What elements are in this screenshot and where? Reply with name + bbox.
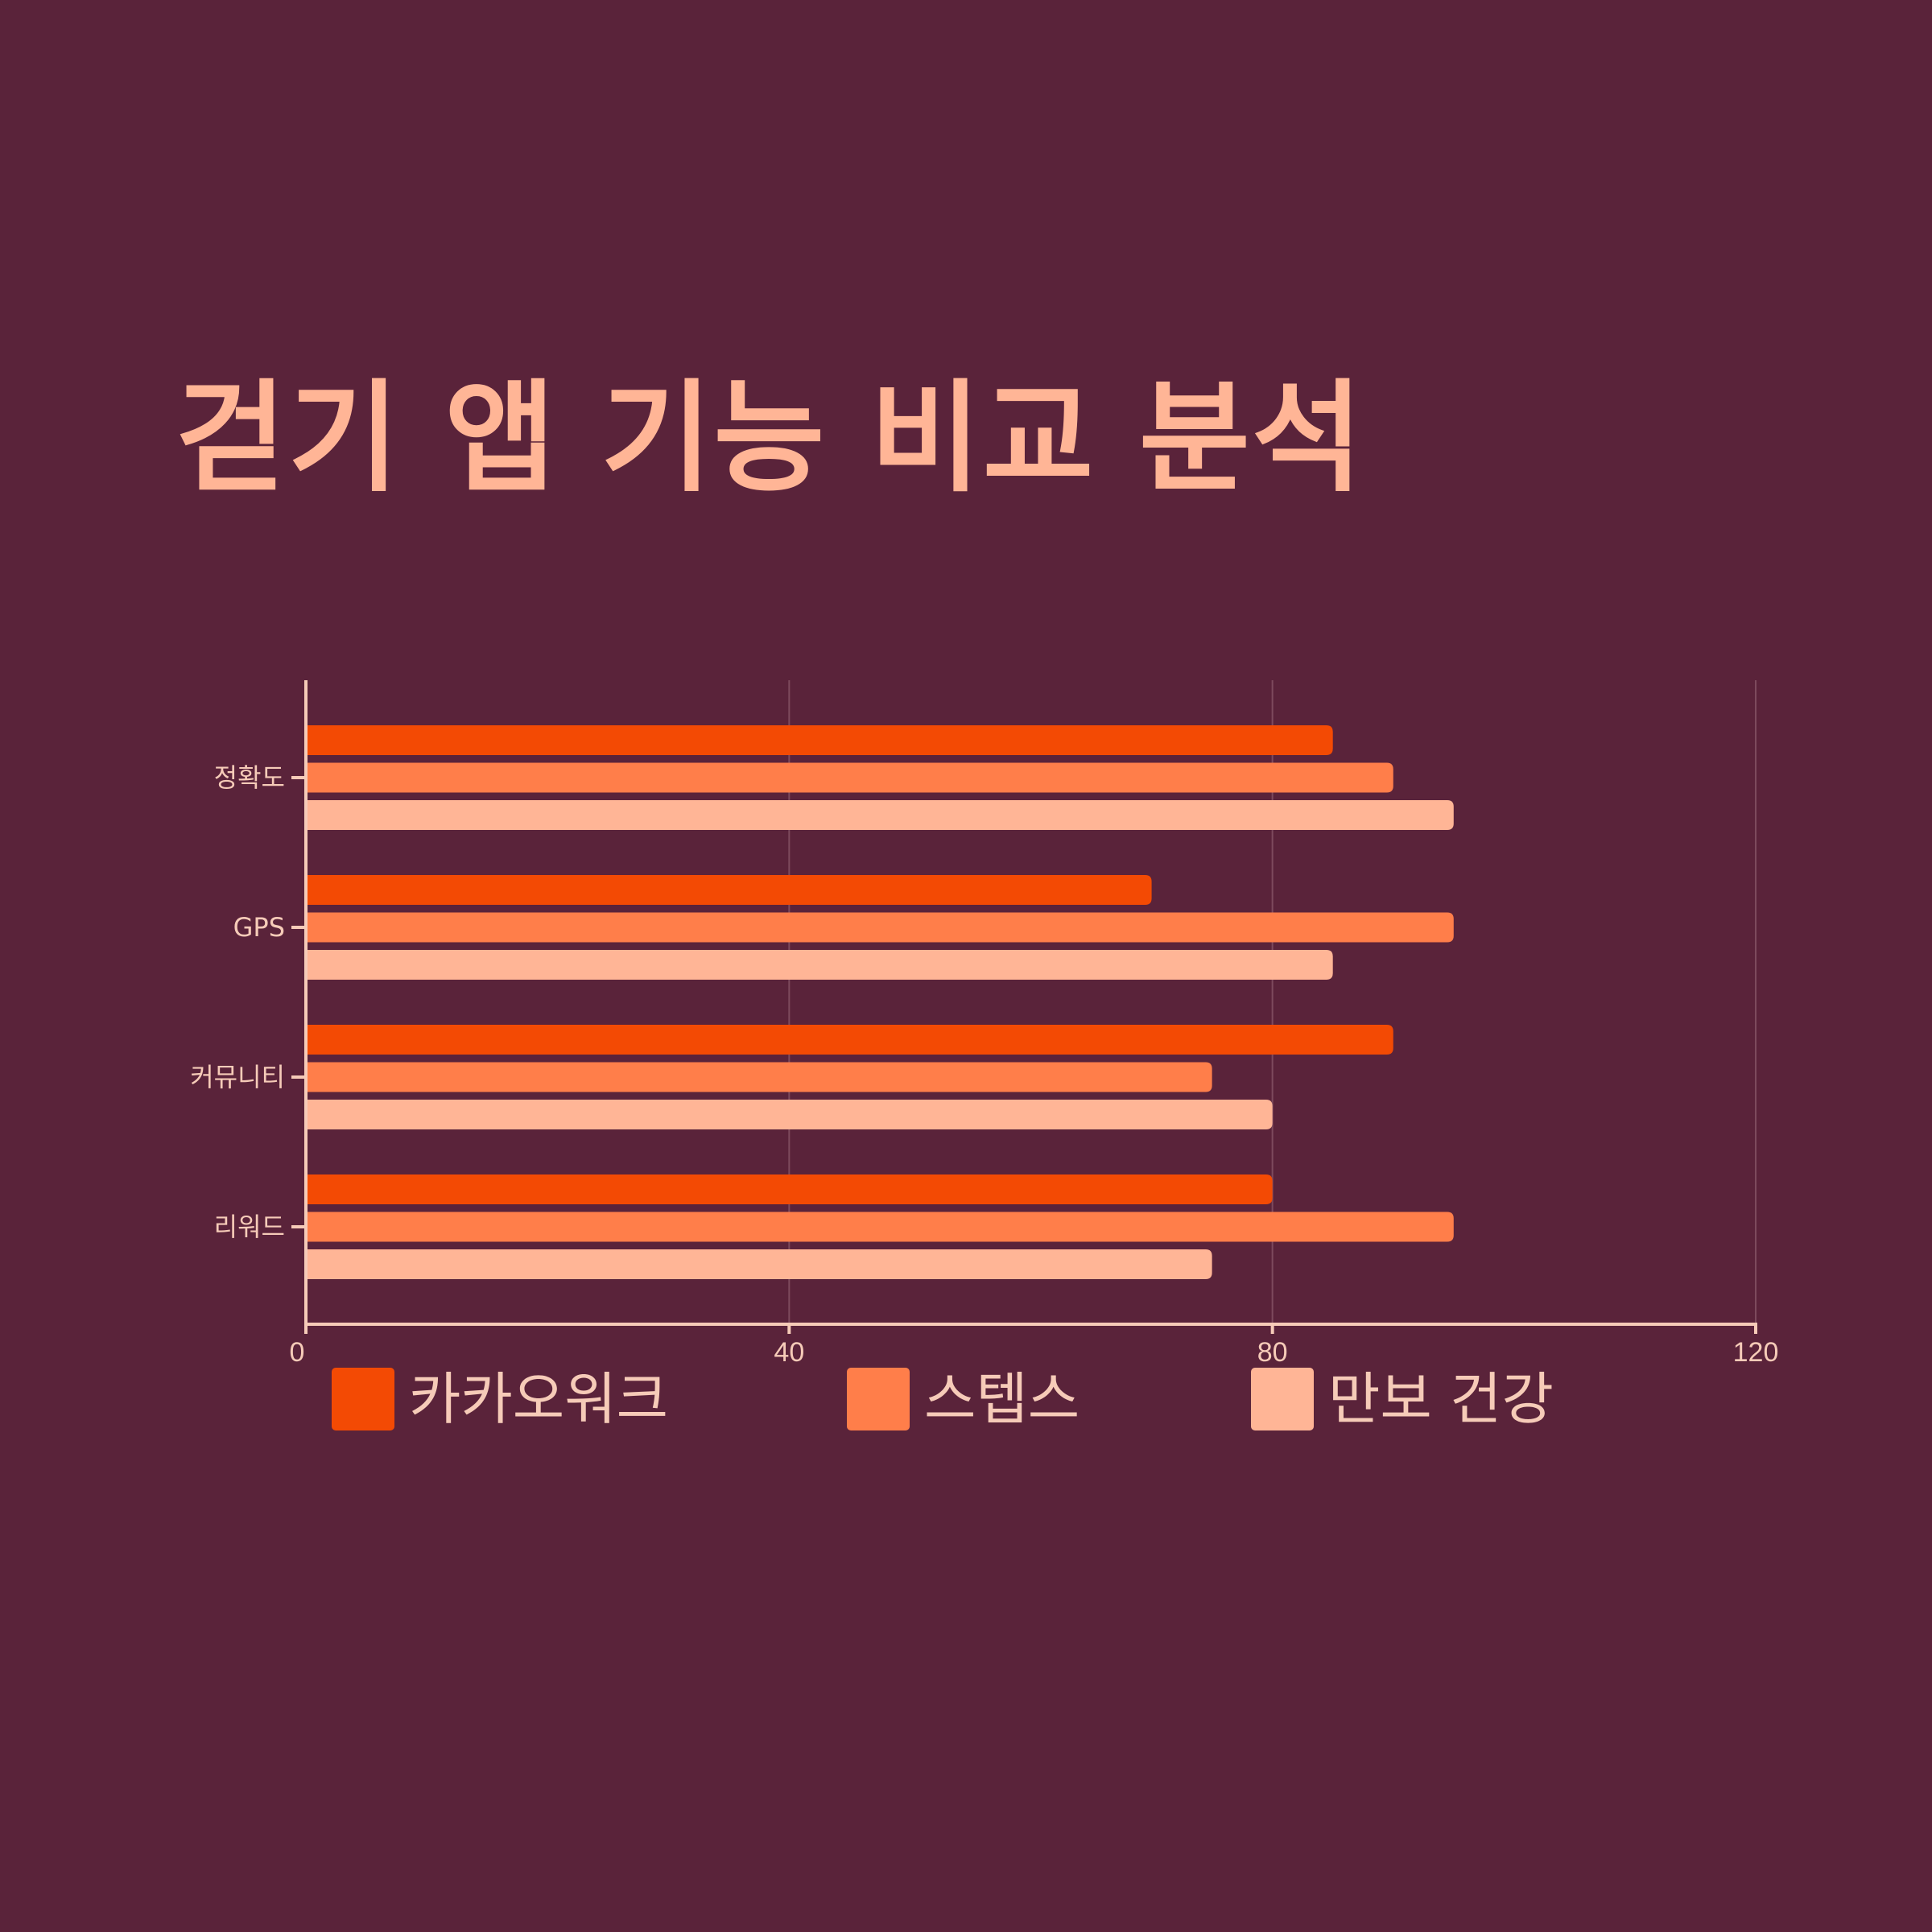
bar <box>306 800 1454 830</box>
y-category-label: GPS <box>233 912 285 943</box>
legend-label: 카카오워크 <box>409 1366 668 1432</box>
bar <box>306 1174 1273 1204</box>
x-tick-label: 0 <box>290 1337 305 1368</box>
y-category-label: 커뮤니티 <box>190 1062 285 1092</box>
bar <box>306 762 1393 793</box>
bar <box>306 1212 1454 1242</box>
bar <box>306 1249 1212 1279</box>
bar <box>306 950 1333 980</box>
legend: 카카오워크 스텝스 만보 건강 <box>332 1365 1620 1433</box>
bar <box>306 725 1333 755</box>
legend-label: 만보 건강 <box>1328 1366 1554 1432</box>
bar <box>306 912 1454 943</box>
bar <box>306 1025 1393 1055</box>
bar <box>306 1062 1212 1092</box>
legend-swatch <box>847 1368 910 1430</box>
legend-swatch <box>1251 1368 1314 1430</box>
chart-title: 걷기 앱 기능 비교 분석 <box>175 369 1364 509</box>
legend-swatch <box>332 1368 394 1430</box>
y-category-label: 정확도 <box>214 762 285 793</box>
x-tick-label: 40 <box>774 1337 804 1368</box>
legend-item-steps: 스텝스 <box>847 1365 1080 1433</box>
bar <box>306 1100 1273 1129</box>
x-tick-label: 120 <box>1733 1337 1779 1368</box>
bar <box>306 875 1152 905</box>
legend-item-kakaowork: 카카오워크 <box>332 1365 668 1433</box>
bars <box>306 725 1454 1279</box>
y-category-label: 리워드 <box>214 1212 285 1242</box>
legend-label: 스텝스 <box>924 1366 1080 1432</box>
legend-item-manbo: 만보 건강 <box>1251 1365 1554 1433</box>
x-tick-label: 80 <box>1257 1337 1288 1368</box>
